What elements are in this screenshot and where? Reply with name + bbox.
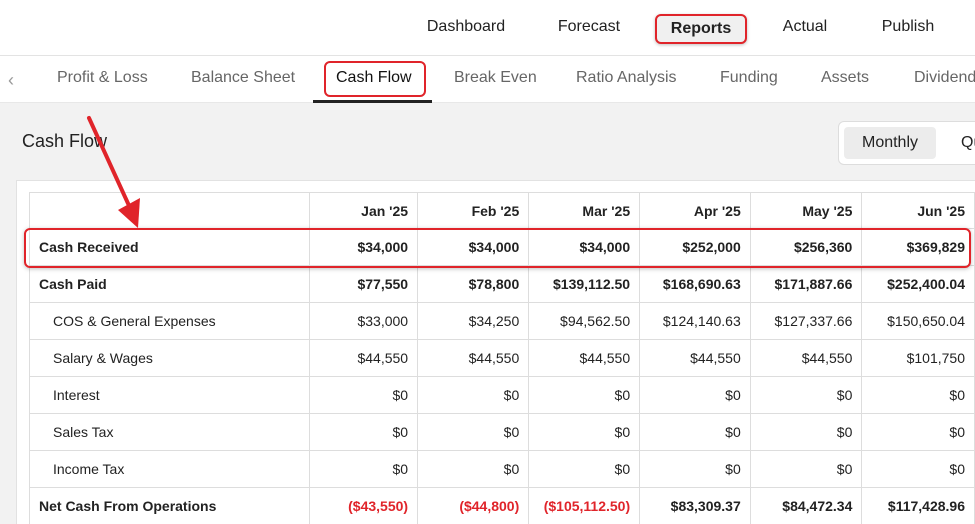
column-header: Mar '25: [528, 192, 641, 229]
table-cell: $83,309.37: [639, 487, 751, 524]
active-tab-underline: [313, 100, 432, 103]
table-row-income-tax: Income Tax $0 $0 $0 $0 $0 $0: [29, 450, 975, 488]
table-cell: $0: [639, 413, 751, 451]
table-cell: $256,360: [749, 228, 863, 266]
table-cell: $127,337.66: [749, 302, 863, 340]
table-cell: ($105,112.50): [528, 487, 641, 524]
active-tab-highlight: [324, 61, 426, 97]
tab-funding[interactable]: Funding: [720, 69, 778, 86]
table-cell: $34,000: [417, 228, 530, 266]
table-cell: $44,550: [417, 339, 530, 377]
nav-actual[interactable]: Actual: [782, 18, 828, 35]
table-row-cash-received: Cash Received $34,000 $34,000 $34,000 $2…: [29, 228, 975, 266]
row-label: Income Tax: [29, 450, 310, 488]
tab-profit-loss[interactable]: Profit & Loss: [57, 69, 148, 86]
monthly-option[interactable]: Monthly: [844, 127, 936, 159]
table-cell: $0: [528, 376, 641, 414]
row-label: Cash Paid: [29, 265, 310, 303]
table-cell: $44,550: [749, 339, 863, 377]
column-header: Feb '25: [417, 192, 530, 229]
table-cell: $117,428.96: [861, 487, 975, 524]
cash-flow-table: Jan '25 Feb '25 Mar '25 Apr '25 May '25 …: [29, 192, 975, 524]
table-cell: $0: [639, 450, 751, 488]
table-cell: $77,550: [308, 265, 419, 303]
table-header-row: Jan '25 Feb '25 Mar '25 Apr '25 May '25 …: [29, 192, 975, 229]
row-label: Net Cash From Operations: [29, 487, 310, 524]
table-cell: ($43,550): [308, 487, 419, 524]
top-navigation: Dashboard Forecast Reports Actual Publis…: [0, 0, 975, 56]
table-cell: $94,562.50: [528, 302, 641, 340]
table-row-net-cash: Net Cash From Operations ($43,550) ($44,…: [29, 487, 975, 524]
table-cell: $252,000: [639, 228, 751, 266]
chevron-left-icon[interactable]: ‹: [8, 70, 14, 90]
table-cell: $0: [861, 450, 975, 488]
table-row-interest: Interest $0 $0 $0 $0 $0 $0: [29, 376, 975, 414]
tab-ratio-analysis[interactable]: Ratio Analysis: [576, 69, 677, 86]
nav-forecast[interactable]: Forecast: [557, 18, 621, 35]
table-cell: $78,800: [417, 265, 530, 303]
nav-reports[interactable]: Reports: [655, 14, 747, 44]
tab-balance-sheet[interactable]: Balance Sheet: [191, 69, 296, 86]
table-cell: $168,690.63: [639, 265, 751, 303]
table-cell: $0: [308, 376, 419, 414]
tab-break-even[interactable]: Break Even: [454, 69, 537, 86]
table-cell: $0: [308, 413, 419, 451]
column-header: Jan '25: [308, 192, 419, 229]
table-cell: $44,550: [308, 339, 419, 377]
table-row-salary-wages: Salary & Wages $44,550 $44,550 $44,550 $…: [29, 339, 975, 377]
column-header: Apr '25: [639, 192, 751, 229]
table-cell: $44,550: [528, 339, 641, 377]
table-cell: $34,250: [417, 302, 530, 340]
table-cell: ($44,800): [417, 487, 530, 524]
table-cell: $34,000: [308, 228, 419, 266]
table-row-cos-general: COS & General Expenses $33,000 $34,250 $…: [29, 302, 975, 340]
table-cell: $0: [749, 450, 863, 488]
table-cell: $150,650.04: [861, 302, 975, 340]
table-cell: $44,550: [639, 339, 751, 377]
table-row-cash-paid: Cash Paid $77,550 $78,800 $139,112.50 $1…: [29, 265, 975, 303]
nav-dashboard[interactable]: Dashboard: [426, 18, 506, 35]
quarterly-option[interactable]: Qu: [961, 134, 975, 151]
nav-publish[interactable]: Publish: [881, 18, 935, 35]
row-label: Cash Received: [29, 228, 310, 266]
header-label-cell: [29, 192, 310, 229]
report-tabs: ‹ Profit & Loss Balance Sheet Cash Flow …: [0, 56, 975, 103]
tab-dividend[interactable]: Dividend: [914, 69, 975, 86]
tab-assets[interactable]: Assets: [821, 69, 870, 86]
tab-cash-flow[interactable]: Cash Flow: [336, 69, 412, 86]
column-header: May '25: [749, 192, 863, 229]
table-cell: $252,400.04: [861, 265, 975, 303]
row-label: Salary & Wages: [29, 339, 310, 377]
row-label: Interest: [29, 376, 310, 414]
period-toggle: Monthly Qu: [838, 121, 975, 165]
table-cell: $0: [528, 450, 641, 488]
page-title: Cash Flow: [22, 131, 108, 151]
